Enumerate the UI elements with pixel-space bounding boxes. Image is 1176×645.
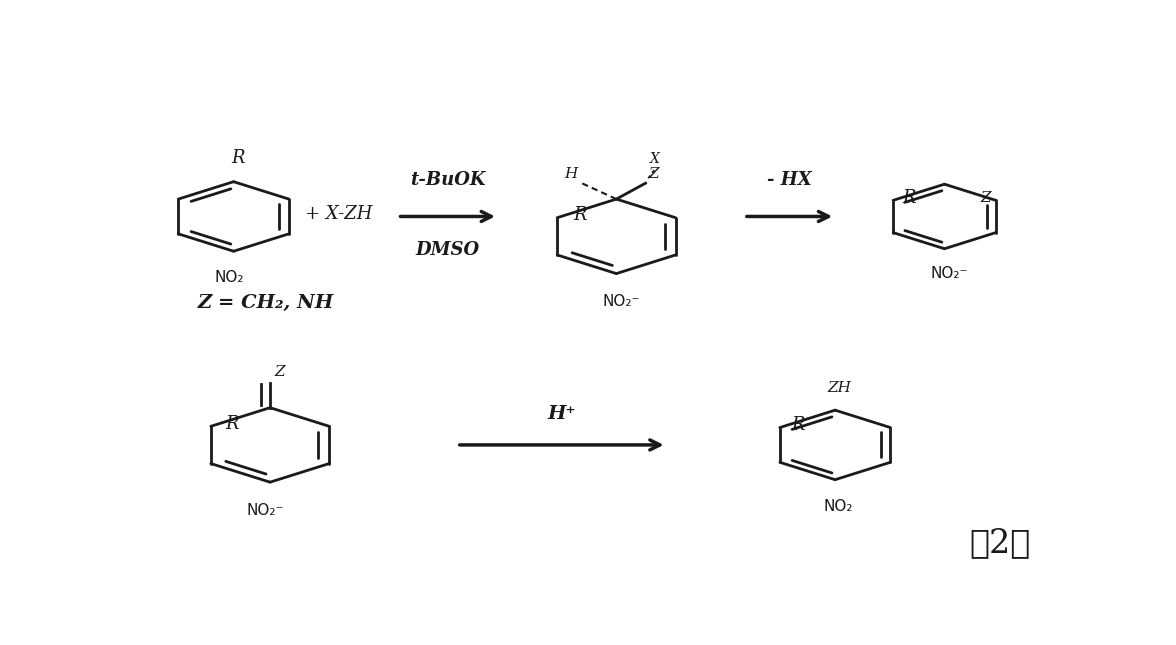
Text: t-BuOK: t-BuOK (410, 171, 486, 189)
Text: R: R (790, 416, 804, 434)
Text: Z = CH₂, NH: Z = CH₂, NH (198, 294, 334, 312)
Text: （2）: （2） (970, 527, 1031, 559)
Text: Z: Z (981, 191, 991, 205)
Text: NO₂: NO₂ (823, 499, 853, 513)
Text: DMSO: DMSO (415, 241, 480, 259)
Text: H: H (564, 166, 577, 181)
Text: + X-ZH: + X-ZH (305, 205, 372, 223)
Text: Z: Z (648, 166, 659, 181)
Text: R: R (574, 206, 587, 224)
Text: R: R (902, 189, 916, 207)
Text: NO₂⁻: NO₂⁻ (247, 503, 285, 518)
Text: NO₂⁻: NO₂⁻ (930, 266, 968, 281)
Text: NO₂⁻: NO₂⁻ (602, 294, 640, 310)
Text: ZH: ZH (828, 381, 851, 395)
Text: R: R (226, 415, 239, 433)
Text: X: X (649, 152, 660, 166)
Text: - HX: - HX (767, 171, 811, 189)
Text: Z: Z (274, 365, 286, 379)
Text: NO₂: NO₂ (214, 270, 243, 285)
Text: H⁺: H⁺ (547, 404, 576, 422)
Text: R: R (232, 149, 245, 167)
